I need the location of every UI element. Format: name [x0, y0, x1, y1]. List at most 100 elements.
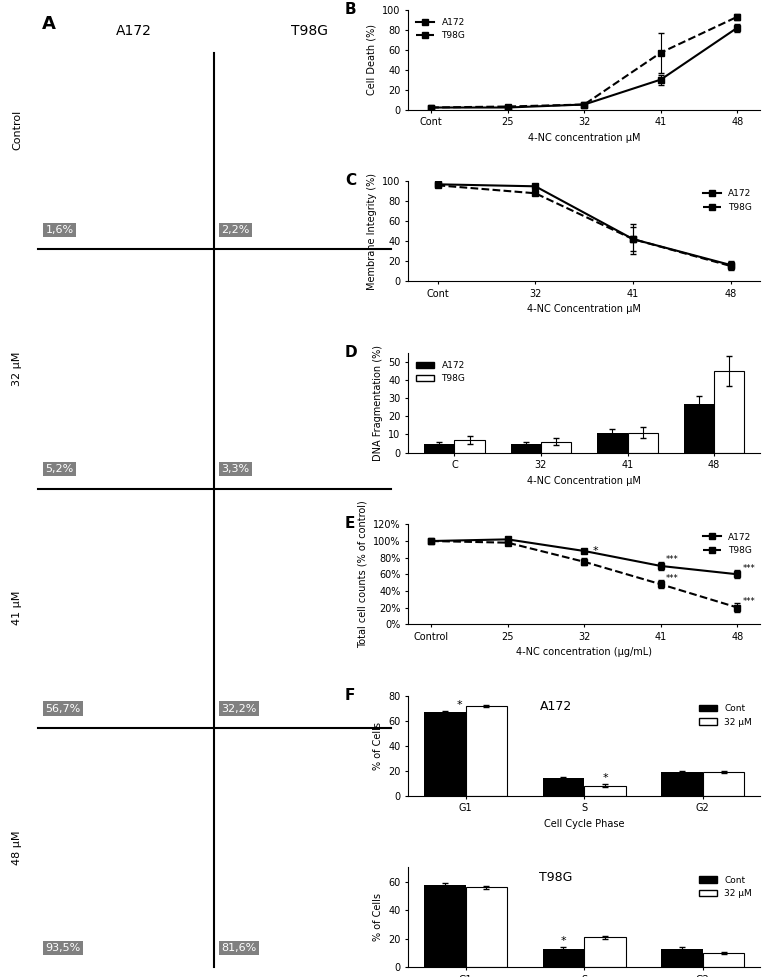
Legend: A172, T98G: A172, T98G [700, 186, 756, 216]
Text: 48 μM: 48 μM [12, 830, 22, 865]
X-axis label: Cell Cycle Phase: Cell Cycle Phase [544, 819, 624, 828]
Text: Control: Control [12, 109, 22, 149]
Text: ***: *** [743, 564, 755, 573]
A172 [433, 179, 442, 191]
Text: *: * [561, 936, 566, 946]
Line: A172: A172 [429, 25, 740, 110]
Bar [424, 444, 455, 452]
Text: ***: *** [666, 555, 679, 565]
Text: A172: A172 [540, 700, 572, 713]
Text: D: D [345, 345, 357, 360]
A172 [656, 560, 665, 572]
Text: *: * [593, 546, 598, 556]
Bar [465, 887, 507, 967]
Text: A: A [42, 15, 56, 32]
Bar [543, 779, 584, 795]
Bar [703, 772, 744, 795]
Text: 93,5%: 93,5% [45, 943, 81, 953]
T98G [733, 602, 742, 614]
Text: A172: A172 [115, 24, 151, 38]
Line: T98G: T98G [429, 538, 740, 611]
Text: 32 μM: 32 μM [12, 352, 22, 386]
Legend: Cont, 32 μM: Cont, 32 μM [696, 701, 756, 730]
A172 [580, 99, 589, 110]
Text: B: B [345, 2, 356, 17]
Legend: A172, T98G: A172, T98G [412, 358, 469, 387]
Bar [465, 706, 507, 795]
Text: *: * [457, 700, 462, 709]
Y-axis label: Total cell counts (% of control): Total cell counts (% of control) [357, 500, 367, 648]
A172 [503, 102, 512, 113]
Bar [584, 937, 626, 967]
Bar [543, 949, 584, 967]
Text: F: F [345, 688, 355, 703]
Text: 2,2%: 2,2% [221, 225, 250, 234]
Bar [584, 786, 626, 795]
Bar [684, 404, 714, 452]
Y-axis label: % of Cells: % of Cells [372, 893, 382, 942]
Text: 1,6%: 1,6% [45, 225, 74, 234]
Line: A172: A172 [435, 182, 733, 268]
Bar [511, 444, 541, 452]
Line: A172: A172 [429, 536, 740, 577]
A172 [733, 21, 742, 33]
T98G [433, 180, 442, 191]
Y-axis label: DNA Fragmentation (%): DNA Fragmentation (%) [372, 345, 382, 461]
T98G [656, 47, 665, 59]
T98G [426, 102, 435, 113]
Line: T98G: T98G [429, 14, 740, 110]
A172 [426, 535, 435, 547]
T98G [426, 535, 435, 547]
Text: C: C [345, 173, 356, 189]
Text: *: * [602, 773, 607, 784]
Text: 32,2%: 32,2% [221, 703, 257, 713]
X-axis label: 4-NC Concentration μM: 4-NC Concentration μM [528, 476, 641, 486]
A172 [503, 533, 512, 545]
Text: 41 μM: 41 μM [12, 591, 22, 625]
Text: 3,3%: 3,3% [221, 464, 250, 474]
Bar [424, 712, 465, 795]
A172 [727, 259, 736, 271]
T98G [580, 556, 589, 568]
Y-axis label: Cell Death (%): Cell Death (%) [366, 24, 376, 95]
Text: 56,7%: 56,7% [45, 703, 81, 713]
Line: T98G: T98G [435, 183, 733, 269]
A172 [580, 545, 589, 557]
Text: T98G: T98G [539, 871, 573, 884]
Bar [661, 949, 703, 967]
Bar [714, 371, 744, 452]
T98G [733, 11, 742, 22]
Bar [598, 433, 627, 452]
A172 [531, 181, 540, 192]
Bar [703, 953, 744, 967]
Y-axis label: % of Cells: % of Cells [372, 722, 382, 770]
Bar [455, 440, 485, 452]
T98G [580, 99, 589, 110]
Text: ***: *** [743, 597, 755, 606]
Text: E: E [345, 517, 355, 531]
A172 [656, 73, 665, 85]
T98G [628, 234, 637, 245]
Text: 5,2%: 5,2% [45, 464, 74, 474]
T98G [531, 188, 540, 199]
Legend: A172, T98G: A172, T98G [700, 529, 756, 559]
Bar [424, 884, 465, 967]
T98G [727, 260, 736, 272]
Text: ***: *** [666, 573, 679, 582]
A172 [426, 102, 435, 113]
X-axis label: 4-NC concentration (μg/mL): 4-NC concentration (μg/mL) [516, 648, 652, 658]
X-axis label: 4-NC concentration μM: 4-NC concentration μM [528, 133, 641, 143]
Text: 81,6%: 81,6% [221, 943, 257, 953]
Y-axis label: Membrane Integrity (%): Membrane Integrity (%) [366, 173, 376, 290]
X-axis label: 4-NC Concentration μM: 4-NC Concentration μM [528, 304, 641, 315]
T98G [656, 578, 665, 590]
A172 [628, 234, 637, 245]
Legend: Cont, 32 μM: Cont, 32 μM [696, 872, 756, 902]
Bar [541, 442, 571, 452]
Bar [661, 772, 703, 795]
T98G [503, 101, 512, 112]
Text: T98G: T98G [291, 24, 328, 38]
T98G [503, 536, 512, 548]
Bar [627, 433, 657, 452]
Legend: A172, T98G: A172, T98G [412, 15, 469, 44]
